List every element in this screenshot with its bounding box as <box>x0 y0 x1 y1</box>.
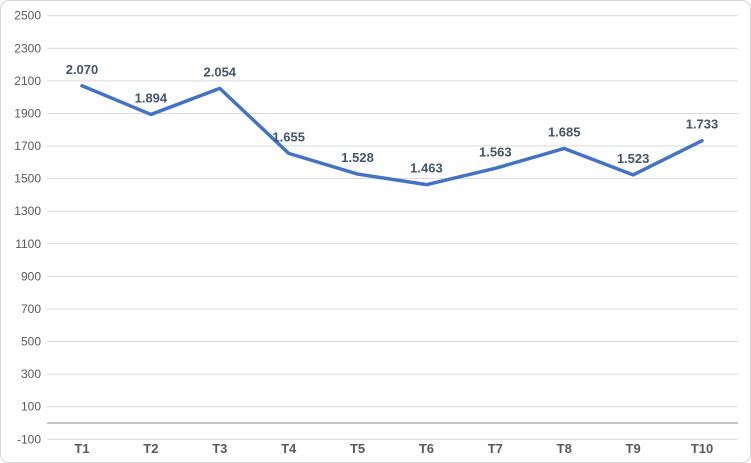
x-axis-category-label: T8 <box>557 441 572 456</box>
y-axis-tick-label: -100 <box>17 432 41 446</box>
x-axis-category-label: T4 <box>281 441 297 456</box>
y-axis-tick-label: 1700 <box>14 139 41 153</box>
y-axis-tick-label: 1500 <box>14 172 41 186</box>
data-series-line <box>80 84 704 187</box>
x-axis-category-label: T2 <box>143 441 158 456</box>
data-label: 1.655 <box>272 129 305 144</box>
x-axis-category-label: T3 <box>212 441 227 456</box>
y-axis-tick-label: 2100 <box>14 74 41 88</box>
y-axis-tick-label: 100 <box>21 400 41 414</box>
data-label: 1.733 <box>686 117 719 132</box>
data-label: 1.894 <box>135 90 168 105</box>
x-axis-category-label: T10 <box>691 441 713 456</box>
x-axis-category-label: T9 <box>626 441 641 456</box>
y-axis-tick-label: 300 <box>21 367 41 381</box>
data-label: 1.523 <box>617 151 650 166</box>
x-axis-category-label: T1 <box>74 441 89 456</box>
y-axis-tick-label: 900 <box>21 269 41 283</box>
data-label: 1.563 <box>479 144 512 159</box>
data-label: 1.528 <box>341 150 374 165</box>
data-label: 2.054 <box>204 64 237 79</box>
y-axis-tick-label: 2500 <box>14 9 41 23</box>
data-label: 2.070 <box>66 62 99 77</box>
y-axis-tick-label: 700 <box>21 302 41 316</box>
y-axis-tick-label: 1900 <box>14 106 41 120</box>
data-label: 1.463 <box>410 161 443 176</box>
y-axis-tick-label: 500 <box>21 335 41 349</box>
x-axis-category-label: T6 <box>419 441 434 456</box>
data-label: 1.685 <box>548 124 581 139</box>
y-axis-tick-label: 1300 <box>14 204 41 218</box>
y-axis-tick-label: 1100 <box>15 237 41 251</box>
x-axis-category-label: T7 <box>488 441 503 456</box>
x-axis-category-label: T5 <box>350 441 365 456</box>
y-axis-tick-label: 2300 <box>14 41 41 55</box>
